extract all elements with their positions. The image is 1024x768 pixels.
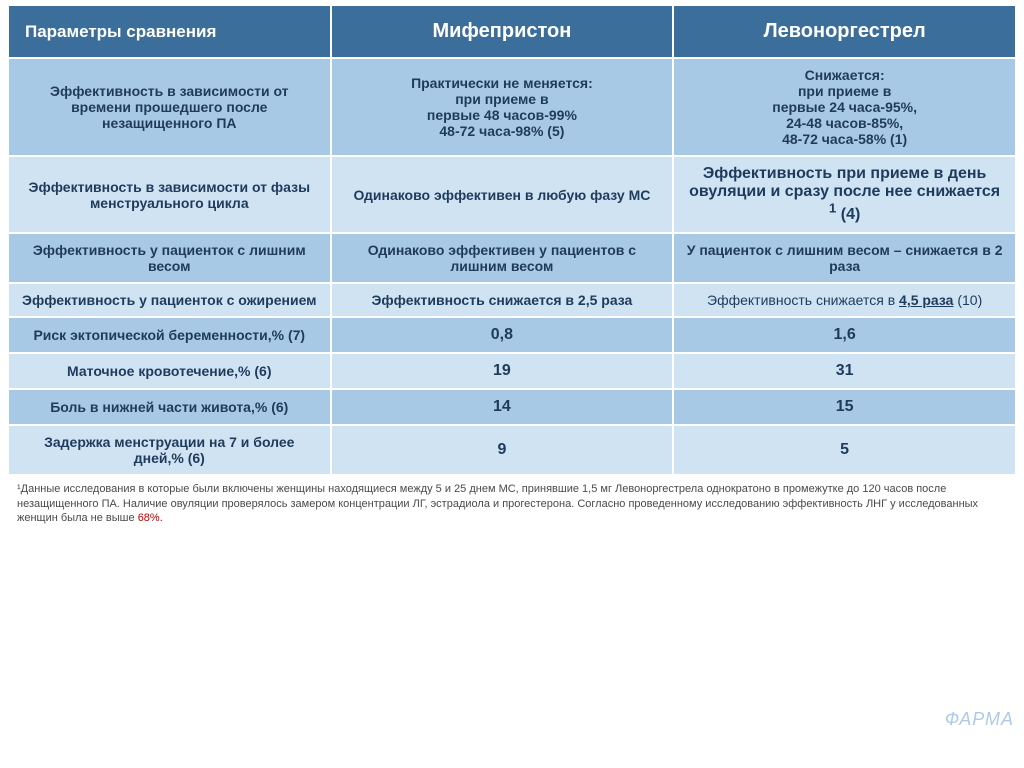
table-row: Задержка менструации на 7 и более дней,%… <box>8 425 1016 475</box>
levonorgestrel-cell: Снижается:при приеме впервые 24 часа-95%… <box>673 58 1016 156</box>
comparison-table: Параметры сравнения Мифепристон Левонорг… <box>7 4 1017 476</box>
mifepristone-cell: Одинаково эффективен у пациентов с лишни… <box>331 233 674 283</box>
param-cell: Эффективность у пациенток с ожирением <box>8 283 331 317</box>
header-parameters: Параметры сравнения <box>8 5 331 58</box>
table-body: Эффективность в зависимости от времени п… <box>8 58 1016 475</box>
mifepristone-cell: 0,8 <box>331 317 674 353</box>
header-levonorgestrel: Левоноргестрел <box>673 5 1016 58</box>
table-row: Боль в нижней части живота,% (6)1415 <box>8 389 1016 425</box>
footnote-red-value: 68%. <box>138 512 163 524</box>
mifepristone-cell: Одинаково эффективен в любую фазу МС <box>331 156 674 233</box>
table-row: Эффективность в зависимости от фазы менс… <box>8 156 1016 233</box>
table-row: Маточное кровотечение,% (6)1931 <box>8 353 1016 389</box>
param-cell: Задержка менструации на 7 и более дней,%… <box>8 425 331 475</box>
param-cell: Эффективность в зависимости от времени п… <box>8 58 331 156</box>
levonorgestrel-cell: 15 <box>673 389 1016 425</box>
param-cell: Маточное кровотечение,% (6) <box>8 353 331 389</box>
param-cell: Эффективность в зависимости от фазы менс… <box>8 156 331 233</box>
table-row: Эффективность в зависимости от времени п… <box>8 58 1016 156</box>
levonorgestrel-cell: У пациенток с лишним весом – снижается в… <box>673 233 1016 283</box>
levonorgestrel-cell: 31 <box>673 353 1016 389</box>
table-row: Эффективность у пациенток с ожирениемЭфф… <box>8 283 1016 317</box>
param-cell: Боль в нижней части живота,% (6) <box>8 389 331 425</box>
levonorgestrel-cell: 1,6 <box>673 317 1016 353</box>
watermark-logo: ФАРМА <box>945 709 1014 730</box>
mifepristone-cell: 14 <box>331 389 674 425</box>
table-header-row: Параметры сравнения Мифепристон Левонорг… <box>8 5 1016 58</box>
levonorgestrel-cell: Эффективность при приеме в день овуляции… <box>673 156 1016 233</box>
mifepristone-cell: 19 <box>331 353 674 389</box>
levonorgestrel-cell: Эффективность снижается в 4,5 раза (10) <box>673 283 1016 317</box>
mifepristone-cell: Эффективность снижается в 2,5 раза <box>331 283 674 317</box>
levonorgestrel-cell: 5 <box>673 425 1016 475</box>
header-mifepristone: Мифепристон <box>331 5 674 58</box>
mifepristone-cell: 9 <box>331 425 674 475</box>
footnote: ¹Данные исследования в которые были вклю… <box>7 476 1017 525</box>
param-cell: Эффективность у пациенток с лишним весом <box>8 233 331 283</box>
comparison-table-container: Параметры сравнения Мифепристон Левонорг… <box>7 0 1017 525</box>
table-row: Риск эктопической беременности,% (7)0,81… <box>8 317 1016 353</box>
mifepristone-cell: Практически не меняется:при приеме вперв… <box>331 58 674 156</box>
table-row: Эффективность у пациенток с лишним весом… <box>8 233 1016 283</box>
param-cell: Риск эктопической беременности,% (7) <box>8 317 331 353</box>
